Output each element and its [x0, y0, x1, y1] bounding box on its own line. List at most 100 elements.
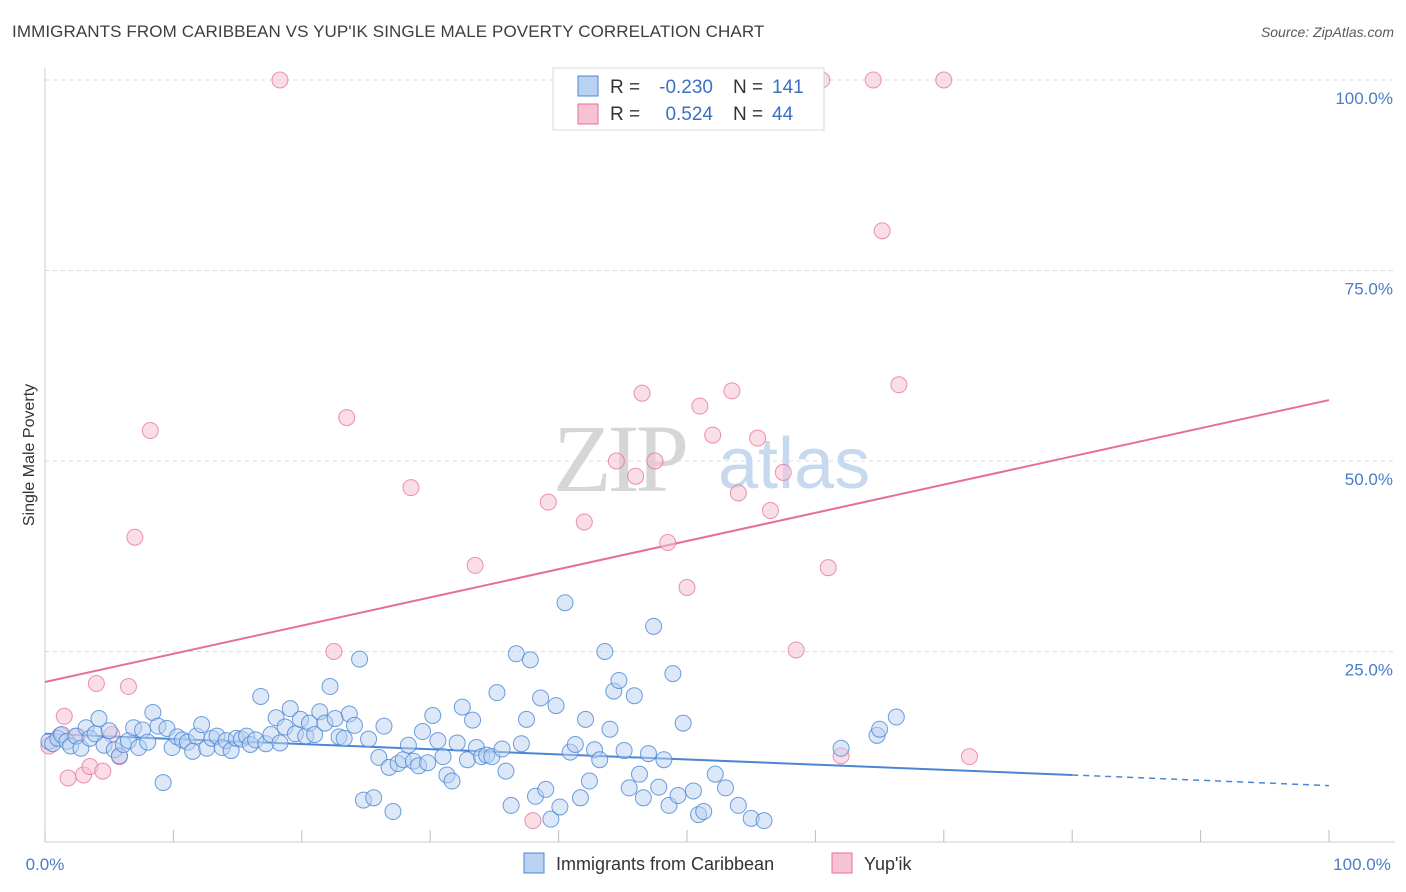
caribbean-point	[154, 774, 172, 792]
yupik-point	[126, 528, 144, 546]
chart-title: IMMIGRANTS FROM CARIBBEAN VS YUP'IK SING…	[12, 22, 765, 41]
caribbean-point	[695, 803, 713, 821]
caribbean-point	[620, 779, 638, 797]
caribbean-point	[365, 789, 383, 807]
caribbean-point	[634, 789, 652, 807]
caribbean-point	[551, 798, 569, 816]
stats-legend: R = -0.230 N = 141 R = 0.524 N = 44	[552, 67, 825, 131]
yupik-point	[864, 71, 882, 89]
caribbean-point	[375, 717, 393, 735]
caribbean-point	[345, 716, 363, 734]
yupik-point	[402, 479, 420, 497]
series-legend: Immigrants from Caribbean Yup'ik	[523, 852, 912, 874]
yupik-point	[761, 502, 779, 520]
yupik-point	[749, 429, 767, 447]
yupik-point	[691, 397, 709, 415]
yupik-point	[704, 426, 722, 444]
yupik-point	[524, 812, 542, 830]
caribbean-point	[488, 684, 506, 702]
yupik-point	[575, 513, 593, 531]
caribbean-point	[832, 739, 850, 757]
yupik-point	[141, 422, 159, 440]
y-tick-label-25: 25.0%	[1345, 661, 1393, 680]
caribbean-point	[645, 617, 663, 635]
series-swatch-caribbean	[523, 852, 545, 874]
x-ticks	[44, 830, 1330, 842]
caribbean-point	[650, 778, 668, 796]
yupik-point	[873, 222, 891, 240]
yupik-point	[960, 748, 978, 766]
caribbean-point	[512, 735, 530, 753]
y-axis-label: Single Male Poverty	[21, 384, 38, 526]
trend-line-yupik	[44, 399, 1330, 683]
caribbean-point	[755, 812, 773, 830]
watermark: ZIP atlas	[553, 405, 870, 512]
caribbean-point	[871, 720, 889, 738]
series-label-yupik: Yup'ik	[864, 854, 912, 874]
caribbean-point	[537, 780, 555, 798]
caribbean-point	[424, 707, 442, 725]
legend-n-label-blue: N =	[733, 77, 763, 98]
caribbean-point	[360, 730, 378, 748]
yupik-point	[723, 382, 741, 400]
caribbean-point	[580, 772, 598, 790]
caribbean-point	[326, 710, 344, 728]
legend-r-value-pink: 0.524	[665, 104, 713, 125]
yupik-point	[729, 484, 747, 502]
yupik-point	[787, 641, 805, 659]
trend-line-caribbean-extension	[1072, 774, 1330, 787]
yupik-point	[55, 707, 73, 725]
caribbean-point	[306, 726, 324, 744]
caribbean-point	[518, 710, 535, 728]
caribbean-point	[453, 698, 471, 716]
legend-n-value-blue: 141	[772, 77, 804, 98]
legend-swatch-pink	[577, 103, 599, 125]
yupik-point	[678, 578, 696, 596]
y-tick-label-50: 50.0%	[1345, 470, 1393, 489]
yupik-point	[466, 556, 484, 574]
yupik-point	[935, 71, 953, 89]
yupik-point	[539, 493, 557, 511]
caribbean-point	[399, 736, 417, 754]
legend-n-label-pink: N =	[733, 104, 763, 125]
caribbean-point	[448, 734, 466, 752]
caribbean-point	[507, 645, 525, 663]
caribbean-point	[655, 751, 673, 769]
caribbean-point	[252, 687, 270, 705]
yupik-point	[94, 762, 112, 780]
caribbean-point	[601, 720, 619, 738]
caribbean-point	[281, 700, 299, 718]
caribbean-point	[669, 787, 687, 805]
caribbean-points	[40, 594, 905, 830]
yupik-point	[607, 452, 625, 470]
caribbean-point	[351, 650, 369, 668]
legend-n-value-pink: 44	[772, 104, 794, 125]
caribbean-point	[532, 689, 550, 707]
caribbean-point	[370, 748, 388, 766]
yupik-point	[890, 376, 908, 394]
caribbean-point	[717, 779, 735, 797]
yupik-point	[633, 384, 651, 402]
caribbean-point	[521, 651, 539, 669]
y-tick-label-100: 100.0%	[1335, 89, 1393, 108]
yupik-point	[59, 769, 77, 787]
caribbean-point	[615, 742, 633, 760]
caribbean-point	[443, 772, 461, 790]
caribbean-point	[596, 643, 614, 660]
yupik-point	[119, 678, 137, 696]
caribbean-point	[571, 789, 589, 807]
caribbean-point	[542, 810, 560, 828]
series-swatch-yupik	[831, 852, 853, 874]
legend-r-label-pink: R =	[610, 104, 640, 125]
caribbean-point	[547, 697, 565, 715]
caribbean-point	[413, 723, 431, 741]
caribbean-point	[639, 745, 657, 763]
caribbean-point	[577, 710, 595, 728]
caribbean-point	[706, 765, 724, 783]
caribbean-point	[100, 722, 118, 740]
caribbean-point	[684, 782, 702, 800]
x-tick-label-max: 100.0%	[1333, 855, 1391, 874]
caribbean-point	[321, 678, 339, 696]
caribbean-point	[384, 803, 402, 821]
